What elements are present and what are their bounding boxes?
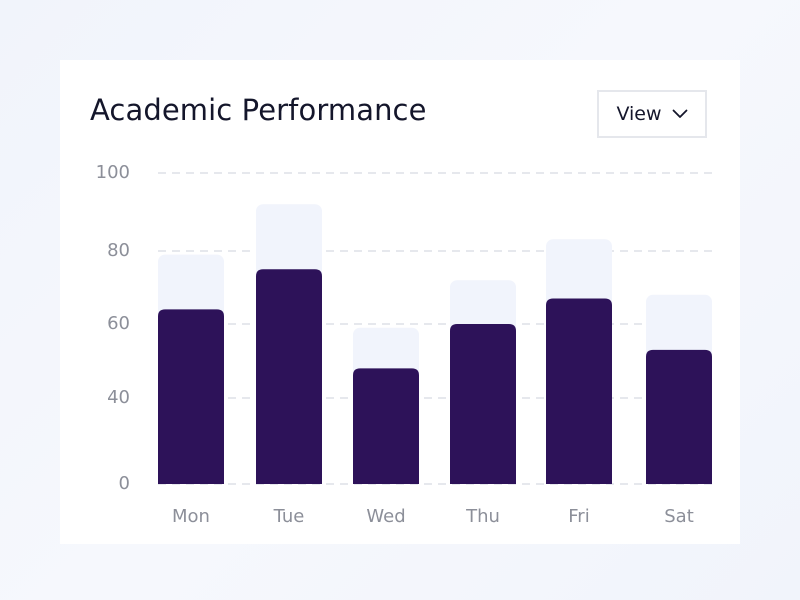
bar-tue[interactable] [256,269,322,484]
bar-thu[interactable] [450,324,516,484]
y-tick-label: 0 [119,473,130,494]
bar-wed[interactable] [353,368,419,484]
bar-mon[interactable] [158,309,224,484]
bar-chart: 100 80 60 40 0 Mon Tue Wed Thu Fri Sat [96,162,712,527]
bar-sat[interactable] [646,349,712,484]
view-dropdown-button[interactable]: View [597,90,707,138]
y-tick-label: 40 [107,387,130,408]
y-axis-ticks: 100 80 60 40 0 [96,162,130,494]
bar-fri[interactable] [546,298,612,484]
chevron-down-icon [672,109,687,118]
y-tick-label: 80 [107,240,130,261]
x-category-label: Tue [273,506,305,527]
x-category-label: Sat [664,506,694,527]
bars [158,204,712,484]
view-button-label: View [616,103,662,125]
chart-title: Academic Performance [90,93,427,127]
x-axis-labels: Mon Tue Wed Thu Fri Sat [172,506,694,527]
chart-card: Academic Performance View 100 80 60 40 0 Mon… [60,60,740,544]
x-category-label: Fri [568,506,589,527]
y-tick-label: 100 [96,162,130,183]
x-category-label: Thu [465,506,500,527]
grid-lines [158,172,712,485]
x-category-label: Mon [172,506,210,527]
y-tick-label: 60 [107,313,130,334]
x-category-label: Wed [366,506,405,527]
